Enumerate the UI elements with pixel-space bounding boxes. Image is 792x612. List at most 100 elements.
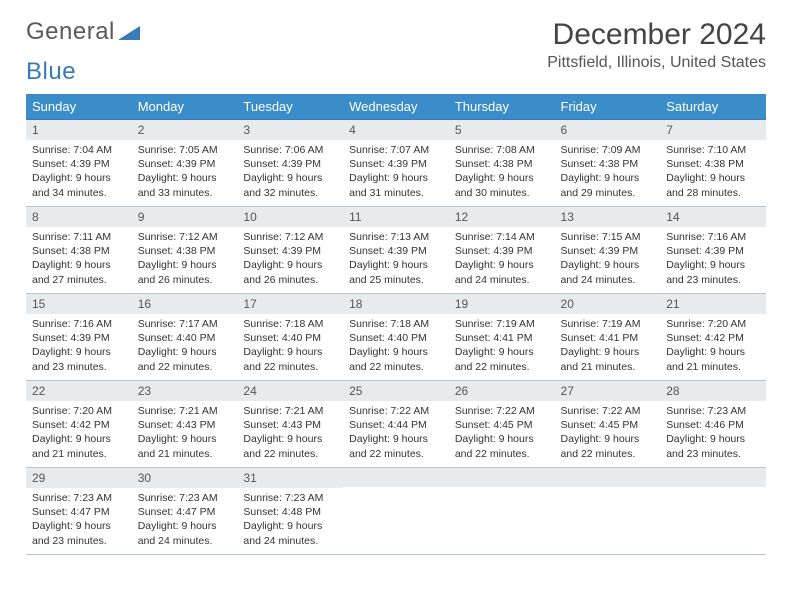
day-number: 22 [26,381,132,401]
day-number: 2 [132,120,238,140]
day-body-empty [449,487,555,553]
calendar-table: Sunday Monday Tuesday Wednesday Thursday… [26,94,766,555]
sunset-text: Sunset: 4:45 PM [561,418,655,432]
daylight-text: Daylight: 9 hours and 22 minutes. [138,345,232,373]
day-body: Sunrise: 7:18 AMSunset: 4:40 PMDaylight:… [237,314,343,380]
calendar-cell: 22Sunrise: 7:20 AMSunset: 4:42 PMDayligh… [26,381,132,468]
sunset-text: Sunset: 4:42 PM [32,418,126,432]
calendar-cell: 19Sunrise: 7:19 AMSunset: 4:41 PMDayligh… [449,294,555,381]
day-number: 15 [26,294,132,314]
calendar-week-row: 22Sunrise: 7:20 AMSunset: 4:42 PMDayligh… [26,381,766,468]
calendar-cell: 14Sunrise: 7:16 AMSunset: 4:39 PMDayligh… [660,207,766,294]
daylight-text: Daylight: 9 hours and 26 minutes. [138,258,232,286]
sunset-text: Sunset: 4:39 PM [455,244,549,258]
sunrise-text: Sunrise: 7:22 AM [455,404,549,418]
day-body-empty [555,487,661,553]
daylight-text: Daylight: 9 hours and 23 minutes. [666,258,760,286]
sunrise-text: Sunrise: 7:18 AM [349,317,443,331]
sunset-text: Sunset: 4:39 PM [561,244,655,258]
day-body: Sunrise: 7:19 AMSunset: 4:41 PMDaylight:… [555,314,661,380]
day-body: Sunrise: 7:14 AMSunset: 4:39 PMDaylight:… [449,227,555,293]
day-number: 7 [660,120,766,140]
day-number: 30 [132,468,238,488]
sunrise-text: Sunrise: 7:14 AM [455,230,549,244]
daylight-text: Daylight: 9 hours and 28 minutes. [666,171,760,199]
brand-word-2: Blue [26,58,76,86]
day-number: 28 [660,381,766,401]
logo-triangle-icon [118,24,140,40]
day-number: 16 [132,294,238,314]
day-body: Sunrise: 7:20 AMSunset: 4:42 PMDaylight:… [660,314,766,380]
daylight-text: Daylight: 9 hours and 24 minutes. [455,258,549,286]
daylight-text: Daylight: 9 hours and 24 minutes. [243,519,337,547]
day-body: Sunrise: 7:19 AMSunset: 4:41 PMDaylight:… [449,314,555,380]
sunset-text: Sunset: 4:43 PM [243,418,337,432]
day-body: Sunrise: 7:12 AMSunset: 4:38 PMDaylight:… [132,227,238,293]
calendar-week-row: 29Sunrise: 7:23 AMSunset: 4:47 PMDayligh… [26,468,766,555]
calendar-cell [660,468,766,555]
day-number: 14 [660,207,766,227]
sunrise-text: Sunrise: 7:21 AM [138,404,232,418]
calendar-cell [343,468,449,555]
day-body: Sunrise: 7:22 AMSunset: 4:44 PMDaylight:… [343,401,449,467]
sunset-text: Sunset: 4:48 PM [243,505,337,519]
day-body: Sunrise: 7:15 AMSunset: 4:39 PMDaylight:… [555,227,661,293]
sunrise-text: Sunrise: 7:18 AM [243,317,337,331]
day-body: Sunrise: 7:21 AMSunset: 4:43 PMDaylight:… [132,401,238,467]
day-number: 12 [449,207,555,227]
header-tuesday: Tuesday [237,94,343,120]
sunset-text: Sunset: 4:43 PM [138,418,232,432]
sunset-text: Sunset: 4:41 PM [455,331,549,345]
day-body: Sunrise: 7:13 AMSunset: 4:39 PMDaylight:… [343,227,449,293]
sunset-text: Sunset: 4:45 PM [455,418,549,432]
sunrise-text: Sunrise: 7:23 AM [243,491,337,505]
daylight-text: Daylight: 9 hours and 26 minutes. [243,258,337,286]
sunrise-text: Sunrise: 7:19 AM [455,317,549,331]
day-body: Sunrise: 7:10 AMSunset: 4:38 PMDaylight:… [660,140,766,206]
sunrise-text: Sunrise: 7:20 AM [666,317,760,331]
daylight-text: Daylight: 9 hours and 23 minutes. [32,519,126,547]
calendar-cell [449,468,555,555]
day-body: Sunrise: 7:16 AMSunset: 4:39 PMDaylight:… [26,314,132,380]
calendar-cell: 17Sunrise: 7:18 AMSunset: 4:40 PMDayligh… [237,294,343,381]
day-body: Sunrise: 7:06 AMSunset: 4:39 PMDaylight:… [237,140,343,206]
day-number: 20 [555,294,661,314]
daylight-text: Daylight: 9 hours and 24 minutes. [138,519,232,547]
sunset-text: Sunset: 4:47 PM [32,505,126,519]
daylight-text: Daylight: 9 hours and 22 minutes. [349,345,443,373]
sunset-text: Sunset: 4:39 PM [243,157,337,171]
sunset-text: Sunset: 4:47 PM [138,505,232,519]
sunrise-text: Sunrise: 7:06 AM [243,143,337,157]
daylight-text: Daylight: 9 hours and 31 minutes. [349,171,443,199]
calendar-cell: 21Sunrise: 7:20 AMSunset: 4:42 PMDayligh… [660,294,766,381]
daylight-text: Daylight: 9 hours and 21 minutes. [666,345,760,373]
sunset-text: Sunset: 4:39 PM [349,244,443,258]
daylight-text: Daylight: 9 hours and 33 minutes. [138,171,232,199]
day-number: 8 [26,207,132,227]
calendar-cell: 3Sunrise: 7:06 AMSunset: 4:39 PMDaylight… [237,120,343,207]
daylight-text: Daylight: 9 hours and 24 minutes. [561,258,655,286]
day-body: Sunrise: 7:11 AMSunset: 4:38 PMDaylight:… [26,227,132,293]
sunrise-text: Sunrise: 7:15 AM [561,230,655,244]
sunset-text: Sunset: 4:38 PM [138,244,232,258]
daylight-text: Daylight: 9 hours and 22 minutes. [455,432,549,460]
day-header-row: Sunday Monday Tuesday Wednesday Thursday… [26,94,766,120]
daylight-text: Daylight: 9 hours and 22 minutes. [243,432,337,460]
day-number: 29 [26,468,132,488]
day-body: Sunrise: 7:04 AMSunset: 4:39 PMDaylight:… [26,140,132,206]
daylight-text: Daylight: 9 hours and 25 minutes. [349,258,443,286]
day-number: 10 [237,207,343,227]
sunset-text: Sunset: 4:40 PM [349,331,443,345]
calendar-cell: 20Sunrise: 7:19 AMSunset: 4:41 PMDayligh… [555,294,661,381]
sunset-text: Sunset: 4:39 PM [349,157,443,171]
day-number: 5 [449,120,555,140]
sunset-text: Sunset: 4:46 PM [666,418,760,432]
day-number: 25 [343,381,449,401]
daylight-text: Daylight: 9 hours and 30 minutes. [455,171,549,199]
sunset-text: Sunset: 4:41 PM [561,331,655,345]
day-number: 23 [132,381,238,401]
day-body: Sunrise: 7:22 AMSunset: 4:45 PMDaylight:… [555,401,661,467]
calendar-cell: 28Sunrise: 7:23 AMSunset: 4:46 PMDayligh… [660,381,766,468]
calendar-cell: 6Sunrise: 7:09 AMSunset: 4:38 PMDaylight… [555,120,661,207]
sunrise-text: Sunrise: 7:04 AM [32,143,126,157]
